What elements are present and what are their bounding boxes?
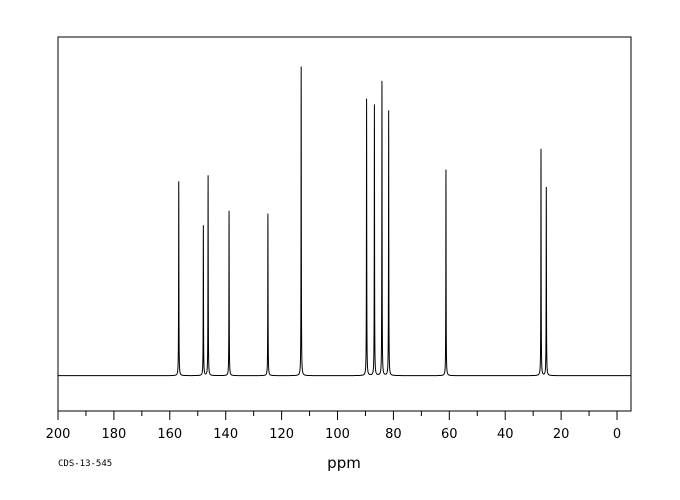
x-axis-ticks xyxy=(57,411,618,420)
plot-frame xyxy=(57,36,632,412)
x-tick-label: 60 xyxy=(441,427,458,442)
x-tick-label: 160 xyxy=(157,427,182,442)
x-tick-label: 140 xyxy=(213,427,238,442)
x-tick-label: 40 xyxy=(497,427,514,442)
x-tick-label: 120 xyxy=(269,427,294,442)
x-axis-tick-labels: 200 180 160 140 120 100 80 60 40 20 0 xyxy=(46,427,622,442)
x-tick-label: 0 xyxy=(613,427,621,442)
spectrum-line xyxy=(58,66,631,377)
x-axis-label: ppm xyxy=(327,454,361,472)
x-tick-label: 20 xyxy=(553,427,570,442)
x-tick-label: 80 xyxy=(385,427,402,442)
footnote-label: CDS-13-545 xyxy=(58,459,112,469)
x-tick-label: 200 xyxy=(46,427,71,442)
x-tick-label: 180 xyxy=(101,427,126,442)
x-tick-label: 100 xyxy=(325,427,350,442)
